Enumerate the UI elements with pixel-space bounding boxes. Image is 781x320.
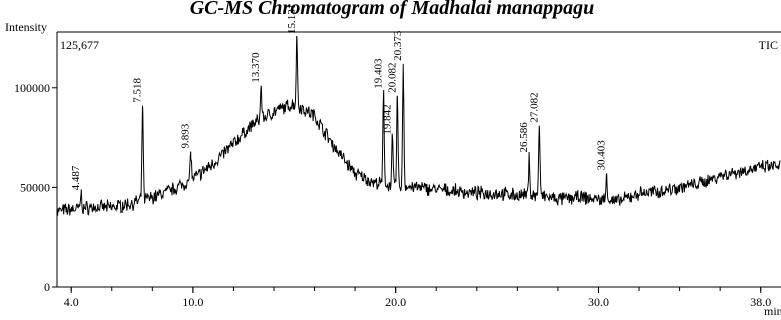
x-tick-label: 30.0 (588, 295, 609, 309)
peak-label: 26.586 (518, 122, 530, 153)
peak-label: 27.082 (528, 92, 540, 122)
y-ticks: 0 50000 100000 (14, 81, 57, 294)
y-axis-label: Intensity (5, 20, 47, 34)
plot-frame (56, 31, 781, 288)
x-tick-label: 38.0 (750, 295, 771, 309)
x-axis-label: min (764, 304, 781, 318)
peak-label: 20.082 (386, 63, 398, 93)
x-ticks: 4.0 10.0 20.0 30.0 38.0 (64, 287, 771, 309)
x-tick-label: 4.0 (64, 295, 79, 309)
peak-label: 15.131 (286, 4, 298, 34)
x-tick-label: 20.0 (385, 295, 406, 309)
max-intensity-label: 125,677 (60, 38, 99, 52)
x-tick-label: 10.0 (182, 295, 203, 309)
peak-label: 19.842 (381, 104, 393, 134)
peak-label: 20.373 (392, 30, 404, 61)
peak-label: 19.403 (373, 58, 385, 89)
trace-label: TIC (759, 38, 778, 52)
chart-title: GC-MS Chromatogram of Madhalai manappagu (190, 0, 595, 19)
peak-label: 30.403 (596, 140, 608, 171)
peak-labels: 4.487 7.518 9.893 13.370 15.131 19.403 19.842 2… (70, 4, 608, 191)
peak-label: 4.487 (70, 165, 82, 190)
y-tick-label: 100000 (14, 81, 50, 95)
peak-label: 9.893 (180, 123, 192, 148)
peak-label: 7.518 (132, 77, 144, 102)
tic-trace (56, 35, 781, 216)
peak-label: 13.370 (250, 52, 262, 83)
y-tick-label: 0 (44, 280, 50, 294)
y-tick-label: 50000 (20, 180, 50, 194)
